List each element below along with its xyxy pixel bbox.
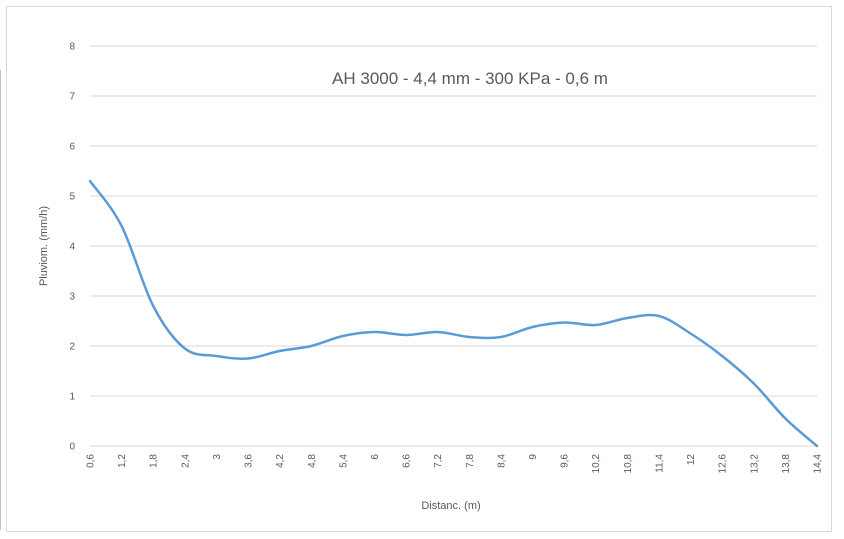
window-edge-line [0,70,1,530]
x-tick-label: 10,8 [623,454,634,474]
x-tick-label: 4,2 [275,454,286,468]
x-tick-label: 1,2 [117,454,128,468]
x-tick-label: 13,8 [781,454,792,474]
gridlines [90,45,817,447]
y-tick-label: 2 [69,342,75,353]
chart-title: AH 3000 - 4,4 mm - 300 KPa - 0,6 m [332,69,608,88]
y-tick-label: 7 [69,92,75,103]
x-tick-label: 12,6 [718,454,729,474]
x-tick-label: 9 [528,454,539,460]
y-tick-label: 5 [69,192,75,203]
y-tick-label: 3 [69,292,75,303]
y-tick-label: 4 [69,242,75,253]
series-line-0 [88,179,819,448]
y-tick-labels: 0 1 2 3 4 5 6 7 8 [69,42,75,453]
x-tick-label: 1,8 [149,454,160,468]
y-tick-label: 0 [69,442,75,453]
y-tick-label: 6 [69,142,75,153]
y-axis-label: Pluviom. (mm/h) [38,206,50,286]
y-tick-label: 1 [69,392,75,403]
x-tick-label: 7,8 [465,454,476,468]
x-tick-label: 13,2 [749,454,760,474]
x-tick-label: 11,4 [654,454,665,473]
x-tick-label: 14,4 [813,454,824,474]
x-tick-label: 10,2 [591,454,602,474]
series-lines [88,179,819,448]
x-tick-labels: 0,6 1,2 1,8 2,4 3 3,6 4,2 4,8 5,4 6 6,6 7,2 7,8 8,4 9 9… [86,454,824,474]
x-tick-label: 3 [212,454,223,460]
x-tick-label: 8,4 [496,454,507,468]
x-tick-label: 3,6 [244,454,255,468]
x-tick-label: 6 [370,454,381,460]
x-tick-label: 2,4 [180,454,191,468]
y-tick-label: 8 [69,42,75,53]
x-tick-label: 7,2 [433,454,444,468]
x-tick-label: 5,4 [338,454,349,468]
x-axis-label: Distanc. (m) [421,500,480,512]
x-tick-label: 12 [686,454,697,466]
x-tick-label: 6,6 [402,454,413,468]
chart-frame [6,6,832,532]
x-tick-label: 4,8 [307,454,318,468]
x-tick-label: 9,6 [560,454,571,468]
x-tick-label: 0,6 [86,454,97,468]
